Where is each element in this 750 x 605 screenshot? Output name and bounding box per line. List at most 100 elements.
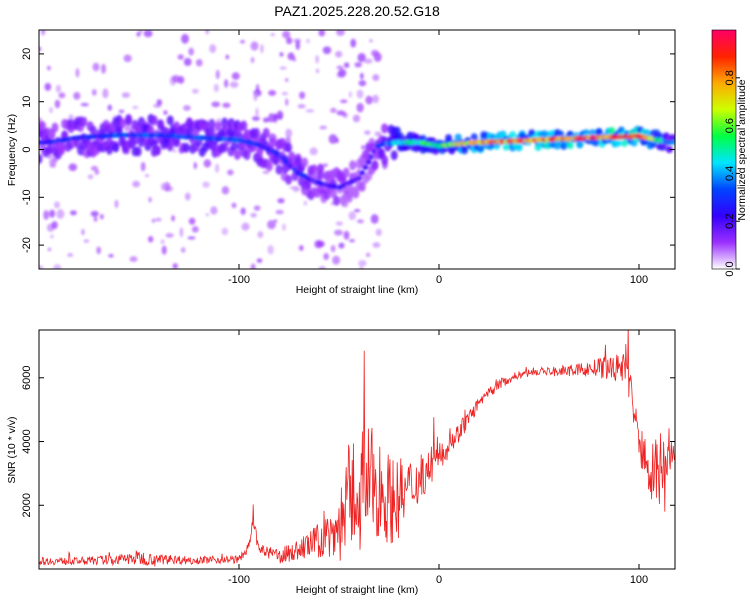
speckle-cell (136, 31, 141, 37)
ridge-halo-cell (342, 167, 350, 178)
ridge-halo-cell (566, 142, 574, 150)
snr-y-axis-label: SNR (10 * v/v) (6, 416, 18, 483)
speckle-cell (68, 114, 74, 121)
speckle-cell (193, 162, 197, 170)
speckle-cell (370, 214, 379, 224)
speckle-cell (372, 94, 380, 104)
speckle-cell (114, 199, 119, 209)
speckle-cell (275, 209, 284, 215)
speckle-cell (123, 54, 132, 63)
speckle-cell (277, 198, 285, 204)
ridge-halo-cell (253, 127, 261, 138)
speckle-cell (250, 56, 255, 64)
speckle-cell (213, 83, 219, 93)
speckle-cell (285, 128, 293, 138)
ridge-halo-cell (509, 131, 517, 139)
speckle-cell (160, 239, 165, 245)
ridge-halo-cell (419, 134, 427, 142)
ridge-halo-cell (454, 133, 462, 141)
ridge-halo-cell (643, 129, 651, 137)
speckle-cell (240, 40, 245, 44)
speckle-cell (154, 217, 162, 222)
speckle-cell (44, 82, 52, 91)
speckle-cell (132, 180, 141, 188)
speckle-cell (336, 30, 345, 36)
speckle-cell (215, 163, 220, 173)
ridge-halo-cell (262, 127, 270, 138)
ridge-halo-cell (39, 120, 46, 131)
speckle-cell (139, 30, 143, 34)
speckle-cell (210, 206, 218, 215)
speckle-cell (90, 165, 99, 171)
snr-x-tick-label: 0 (436, 574, 442, 586)
speckle-cell (359, 72, 364, 80)
speckle-cell (279, 52, 284, 57)
speckle-cell (257, 230, 264, 239)
speckle-cell (40, 30, 46, 36)
speckle-cell (323, 253, 329, 261)
snr-y-tick-label: 4000 (21, 429, 33, 453)
ridge-halo-cell (118, 118, 126, 129)
speckle-cell (267, 219, 276, 230)
speckle-cell (163, 182, 171, 192)
speckle-cell (191, 225, 199, 233)
speckle-cell (118, 109, 125, 114)
speckle-cell (250, 41, 259, 51)
ridge-halo-cell (589, 129, 597, 137)
colorbar-tick-label: 0.8 (724, 70, 736, 85)
speckle-cell (282, 223, 286, 231)
colorbar-gradient (712, 30, 736, 269)
speckle-cell (205, 213, 209, 217)
speckle-cell (121, 92, 131, 98)
speckle-cell (255, 107, 259, 118)
speckle-cell (262, 170, 270, 175)
speckle-cell (49, 209, 56, 218)
speckle-cell (183, 57, 192, 67)
speckle-cell (336, 65, 344, 70)
speckle-cell (80, 102, 89, 107)
speckle-cell (211, 101, 221, 108)
speckle-cell (334, 50, 343, 58)
speckle-cell (180, 247, 186, 253)
ridge-halo-cell (515, 144, 523, 152)
speckle-cell (343, 62, 350, 68)
speckle-cell (49, 164, 57, 168)
ridge-cell (362, 164, 369, 171)
speckle-cell (343, 230, 350, 240)
speckle-cell (253, 205, 261, 211)
speckle-cell (209, 44, 217, 54)
speckle-cell (179, 227, 184, 238)
speckle-cell (231, 72, 240, 80)
speckle-cell (262, 117, 270, 123)
speckle-cell (205, 30, 209, 35)
speckle-cell (53, 264, 62, 269)
speckle-cell (328, 134, 338, 144)
ridge-halo-cell (137, 137, 145, 148)
ridge-halo-cell (381, 123, 389, 134)
speckle-cell (171, 74, 180, 83)
speckle-cell (183, 105, 191, 111)
speckle-cell (356, 89, 364, 99)
snr-x-axis-label: Height of straight line (km) (296, 584, 419, 596)
speckle-cell (350, 38, 357, 48)
colorbar-tick-label: 0.4 (724, 166, 736, 181)
colorbar: 0.0 0.2 0.4 0.6 0.8 Normalized spectral ampl… (711, 29, 748, 277)
ridge-halo-cell (240, 120, 248, 131)
speckle-cell (75, 68, 80, 78)
spectrogram-y-tick-label: -20 (21, 237, 33, 253)
speckle-cell (306, 38, 310, 44)
speckle-cell (53, 201, 60, 209)
speckle-cell (348, 91, 352, 98)
ridge-halo-cell (166, 115, 174, 126)
speckle-cell (171, 215, 175, 222)
ridge-halo-cell (592, 139, 600, 147)
speckle-cell (47, 247, 52, 252)
speckle-cell (309, 147, 318, 156)
spectrogram-y-tick-label: 0 (21, 146, 33, 152)
speckle-cell (357, 52, 366, 63)
snr-y-tick-label: 2000 (21, 493, 33, 517)
speckle-cell (363, 58, 373, 64)
ridge-halo-cell (349, 160, 357, 171)
speckle-cell (240, 207, 246, 215)
